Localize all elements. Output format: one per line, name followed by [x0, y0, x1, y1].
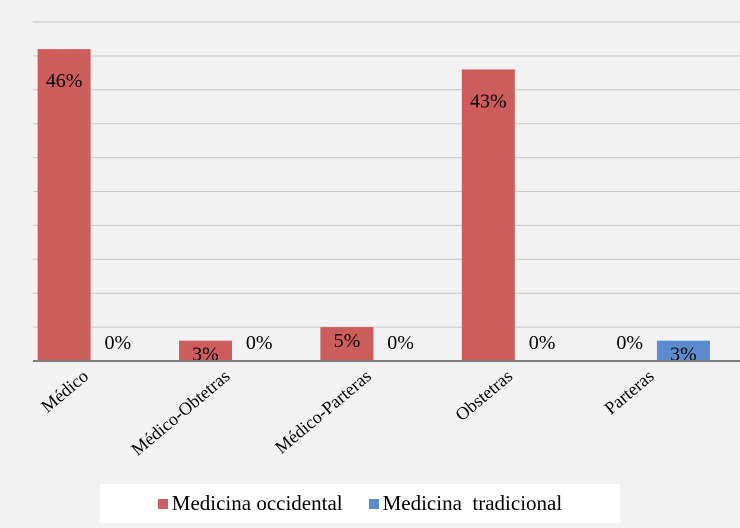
- category-label: Médico-Parteras: [271, 366, 375, 458]
- legend-label-occidental: Medicina occidental: [171, 491, 343, 515]
- bar-occidental: [37, 49, 91, 362]
- legend-item-tradicional: Medicina tradicional: [368, 491, 563, 516]
- data-label: 0%: [246, 332, 273, 354]
- bar-occidental: [179, 340, 233, 361]
- data-label: 0%: [105, 332, 132, 354]
- data-label: 3%: [670, 344, 697, 366]
- data-label: 0%: [387, 332, 414, 354]
- data-label: 46%: [46, 70, 83, 92]
- data-label: 0%: [616, 332, 643, 354]
- bar-occidental: [461, 69, 515, 362]
- data-label: 3%: [192, 344, 219, 366]
- category-label: Médico-Obtetras: [127, 366, 233, 460]
- category-label: Parteras: [600, 366, 657, 419]
- category-label: Médico: [37, 366, 92, 417]
- legend-swatch-tradicional: [368, 498, 379, 509]
- category-label: Obstetras: [451, 366, 516, 425]
- legend-swatch-occidental: [157, 498, 168, 509]
- legend-item-occidental: Medicina occidental: [157, 491, 343, 516]
- legend: Medicina occidental Medicina tradicional: [100, 484, 620, 523]
- data-label: 0%: [529, 332, 556, 354]
- bar-occidental: [320, 327, 374, 361]
- data-label: 43%: [470, 90, 507, 112]
- bar-tradicional: [656, 340, 710, 361]
- data-label: 5%: [334, 330, 361, 352]
- legend-label-tradicional: Medicina tradicional: [382, 491, 563, 515]
